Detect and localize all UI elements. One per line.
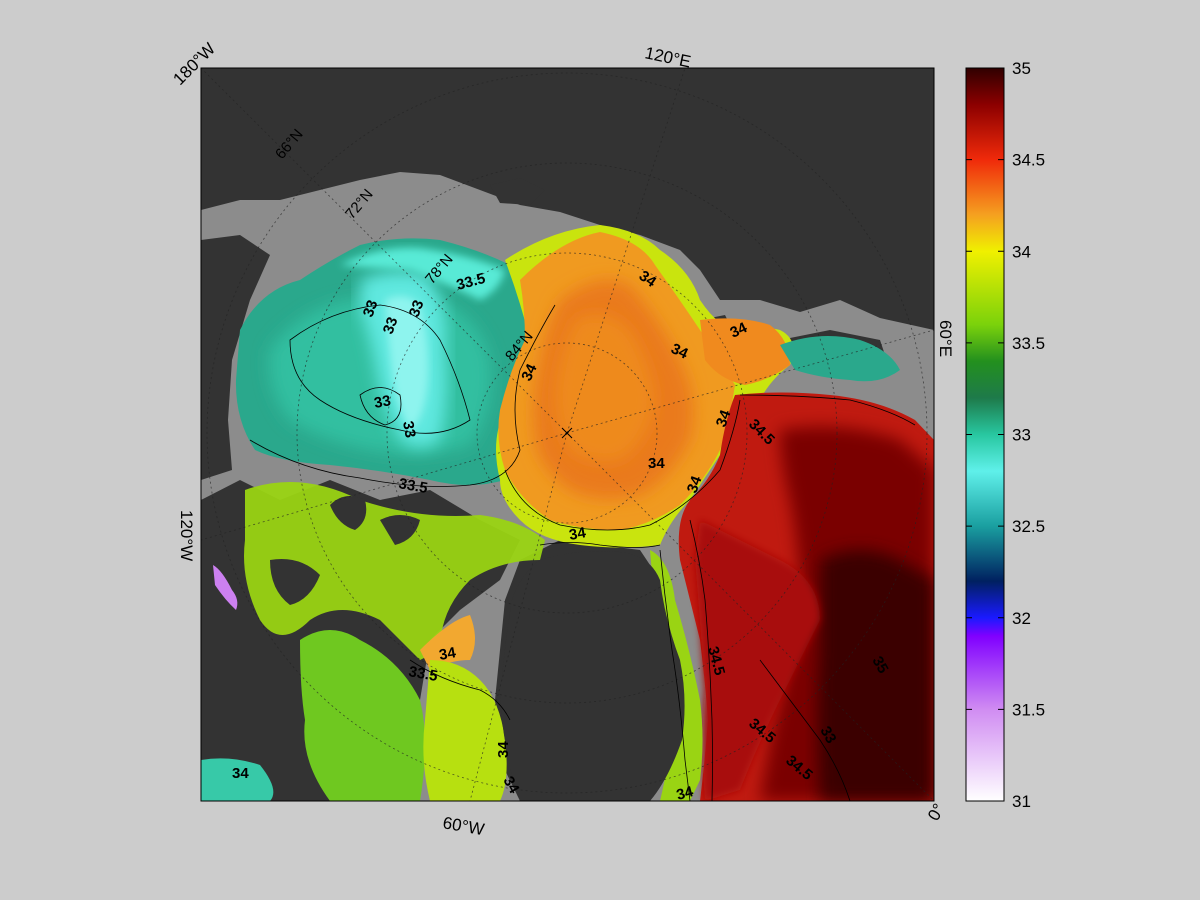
contour-label: 35 (869, 654, 892, 677)
contour-label: 34 (648, 455, 665, 472)
contour-label: 34 (713, 407, 735, 429)
colorbar-bar (965, 67, 1005, 802)
contour-label: 33 (817, 724, 840, 747)
colorbar-tick-label: 34 (1012, 242, 1031, 261)
map-frame (200, 67, 935, 802)
colorbar-ticks: 35 34.5 34 33.5 33 32.5 32 31.5 31 (966, 59, 1045, 811)
eurasian-basin (498, 232, 790, 530)
contour-label: 34 (728, 319, 751, 342)
colorbar-tick-label: 33 (1012, 426, 1031, 445)
contour-label: 34 (495, 741, 512, 758)
contour-label: 34.5 (704, 645, 728, 678)
colorbar-tick-label: 35 (1012, 59, 1031, 78)
meridian-label-120w: 120°W (177, 510, 196, 561)
contour-label: 34 (568, 524, 588, 544)
land-new-siberian-islands (490, 178, 545, 205)
meridian-label-60w: 60°W (441, 813, 485, 839)
meridian-label-0: 0° (924, 800, 949, 824)
colorbar-tick-label: 32 (1012, 609, 1031, 628)
land-alaska (201, 235, 270, 480)
graticule (201, 68, 934, 801)
beaufort-gyre (235, 238, 545, 485)
colorbar-tick-label: 31.5 (1012, 700, 1045, 719)
contour-label: 33 (373, 392, 392, 412)
meridian-label-120e: 120°E (643, 43, 692, 71)
north-pole-marker (561, 427, 573, 439)
contour-label: 33.5 (397, 475, 429, 497)
contour-label: 34 (500, 774, 523, 798)
contour-label: 34 (668, 340, 691, 363)
coastline-overlay (270, 496, 685, 801)
contour-label: 33 (399, 420, 419, 439)
contour-label: 34 (438, 644, 458, 664)
contour-label: 33 (360, 298, 382, 319)
land-siberia (201, 68, 934, 330)
colorbar: 35 34.5 34 33.5 33 32.5 32 31.5 31 (965, 59, 1045, 811)
contour-label: 33.5 (407, 663, 439, 685)
colorbar-tick-label: 34.5 (1012, 151, 1045, 170)
map-panel: 66°N 72°N 78°N 84°N 33.5 33 33 33 33 33 … (169, 39, 955, 839)
nordic-seas (678, 392, 934, 801)
contour-label: 34 (684, 473, 706, 495)
colorbar-tick-label: 32.5 (1012, 517, 1045, 536)
contour-label: 33.5 (455, 270, 488, 294)
archipelago-channels (244, 482, 545, 801)
contour-label: 33 (380, 315, 402, 336)
meridian-label-60e: 60°E (936, 320, 955, 357)
colorbar-tick-label: 33.5 (1012, 334, 1045, 353)
contour-label: 33 (406, 298, 428, 319)
contour-label: 34 (518, 361, 541, 384)
contour-label: 34 (232, 765, 249, 782)
salinity-contours (249, 304, 916, 801)
bering-patch (201, 565, 274, 801)
barents-coastal-strip (780, 336, 900, 382)
colorbar-tick-label: 31 (1012, 792, 1031, 811)
contour-label: 34 (675, 783, 696, 804)
